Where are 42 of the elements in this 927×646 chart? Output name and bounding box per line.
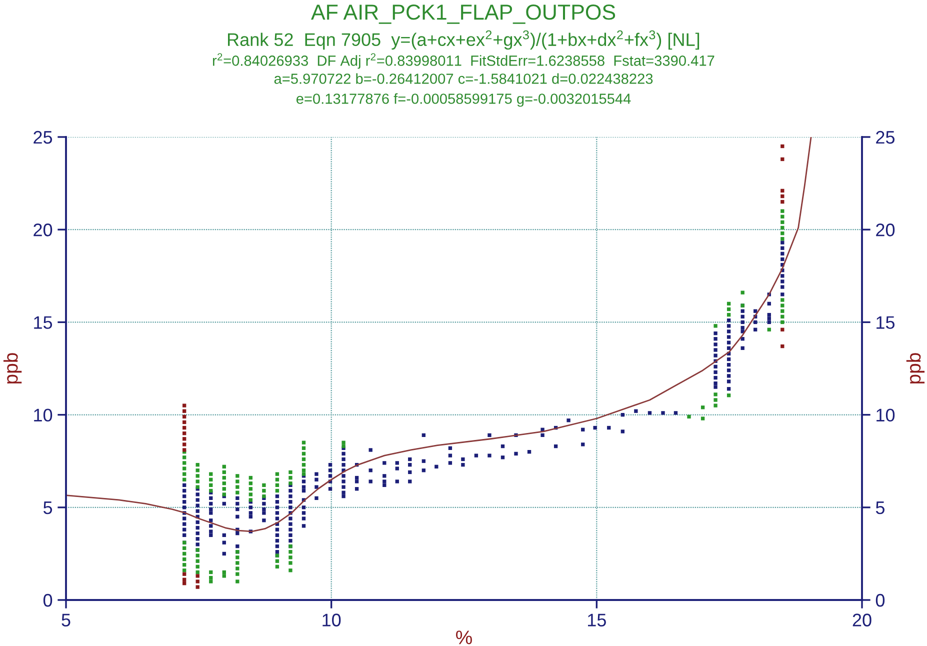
point [182,572,186,576]
point [182,431,186,436]
chart-title: AF AIR_PCK1_FLAP_OUTPOS [311,4,616,24]
y2-tick-label: 25 [876,130,895,144]
point [780,344,784,348]
point [182,437,186,441]
y-tick-label: 0 [43,594,52,607]
x-tick-label: 15 [588,614,606,626]
y-tick-label: 20 [34,224,52,236]
point [182,581,186,586]
point [182,426,186,430]
point [182,442,186,446]
point [196,585,200,589]
y-tick-label: 15 [34,316,52,329]
x-tick-label: 20 [852,614,872,626]
point [780,200,784,204]
y-tick-label: 10 [34,408,52,422]
point [780,157,784,162]
y2-tick-label: 5 [876,502,884,514]
x-tick-label: 10 [322,614,341,626]
point [182,420,186,424]
x-tick-label: 5 [62,614,70,626]
point [182,404,186,408]
point [182,409,186,413]
y2-tick-label: 0 [876,594,885,607]
text: Rank 52 Eqn 7905 y=(a+cx+ex$^{2}$+gx$^{3}$)/(1+bx+dx$^{2}$+fx$^{3}$) [NL] r$^{2}$=0.84026933 DF Adj r$^{2}$=0.83998011 FitStdErr=1.6238558 Fstat=3390.417 a=5.970722 b=-0.26412007 c=-1.5841021 d=0.022438223 e=0.13177876 f=-0.00058599175 g=-0.0032015544 [212,30,714,107]
point [196,574,200,578]
x-axis-title: % [456,630,472,644]
y2-tick-label: 20 [876,224,895,236]
y2-tick-label: 15 [876,316,895,329]
point [780,328,784,332]
y2-axis-title: ppb [906,353,925,384]
point [780,188,784,193]
point [196,580,200,584]
point [780,194,784,198]
point [182,414,186,418]
y2-tick-label: 10 [876,408,895,422]
point [182,578,186,582]
y-tick-label: 5 [43,502,52,514]
y-axis-title: ppb [3,353,22,384]
y-tick-label: 25 [34,130,52,144]
point [780,144,784,148]
